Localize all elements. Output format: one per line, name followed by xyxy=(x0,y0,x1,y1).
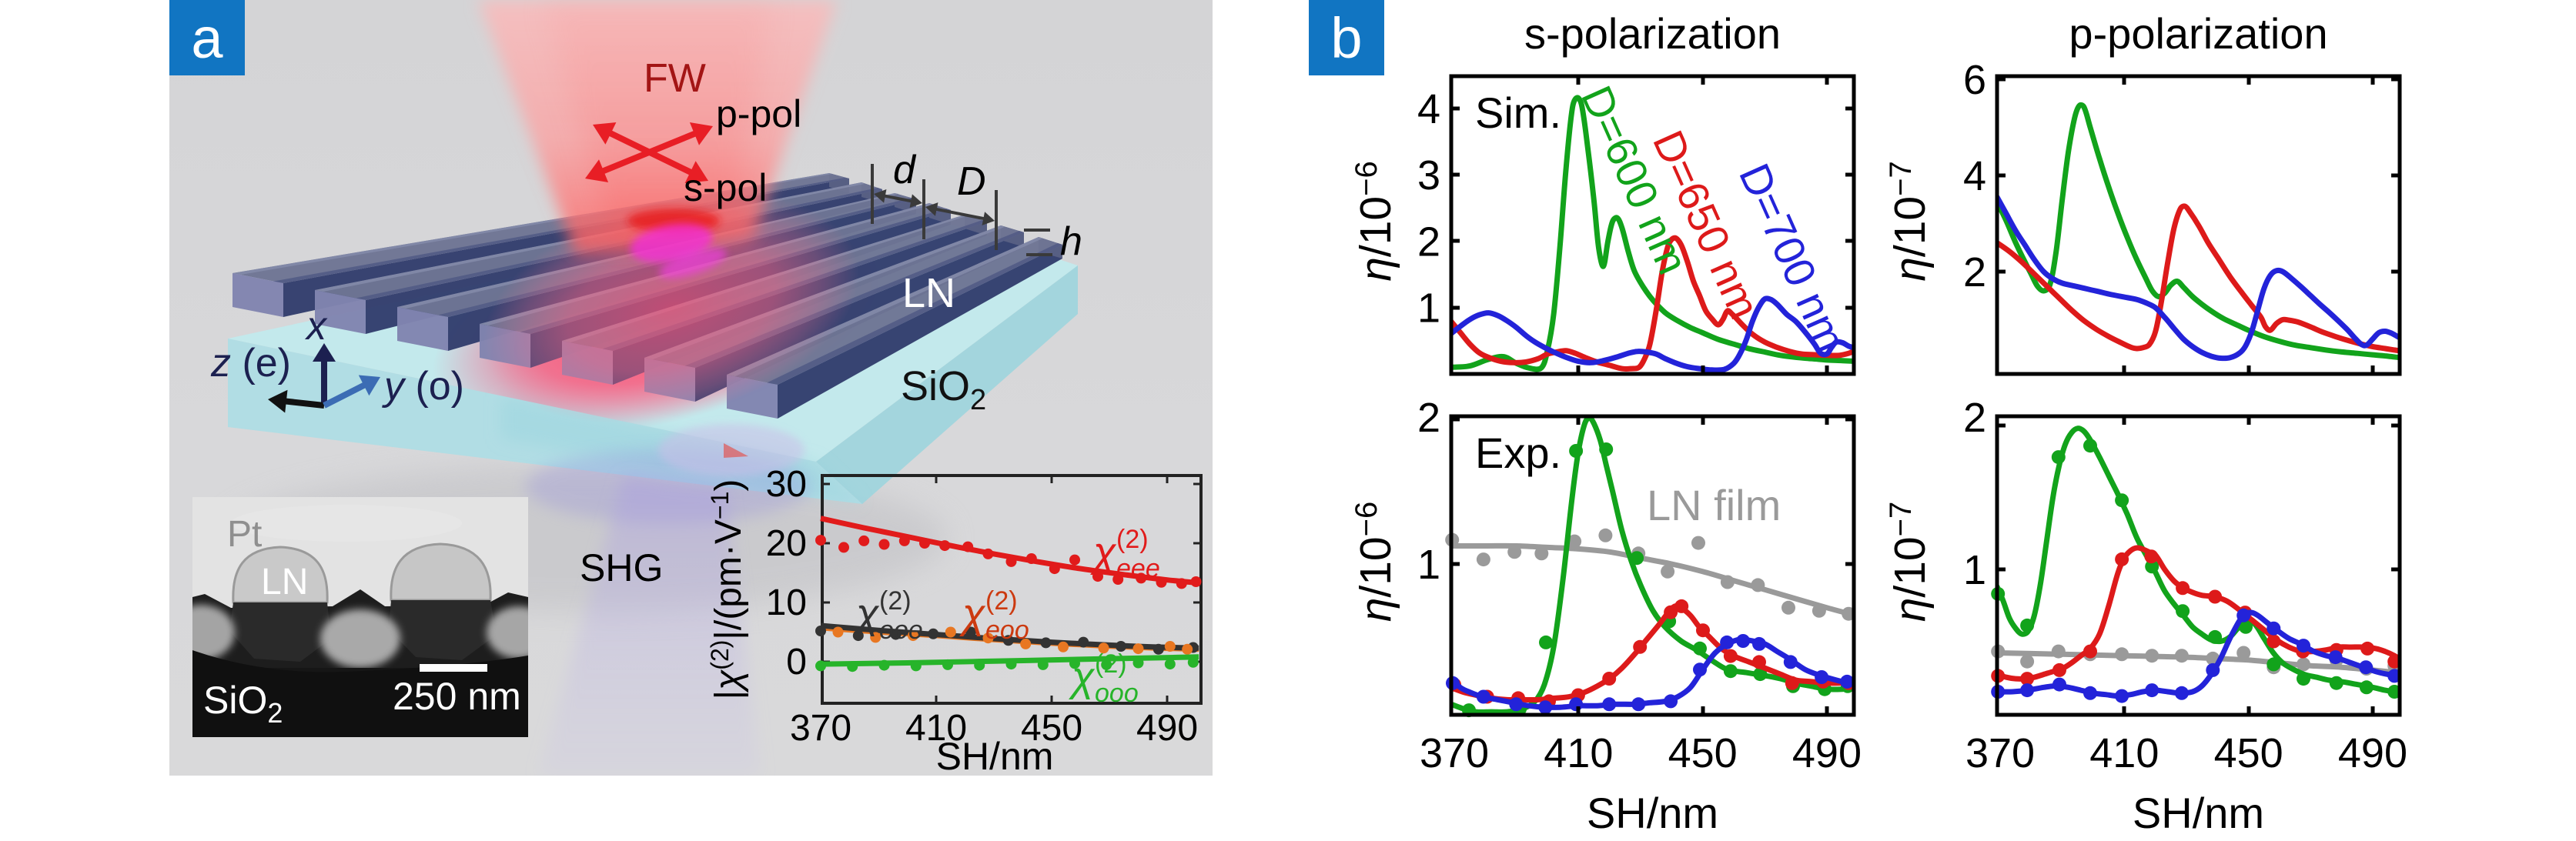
svg-text:410: 410 xyxy=(1544,730,1613,776)
svg-text:χ: χ xyxy=(1069,654,1096,700)
svg-text:Sim.: Sim. xyxy=(1475,88,1561,137)
svg-text:450: 450 xyxy=(2214,730,2283,776)
svg-text:2: 2 xyxy=(1963,395,1986,441)
svg-text:FW: FW xyxy=(644,56,706,101)
svg-text:490: 490 xyxy=(1136,708,1198,749)
svg-text:p-pol: p-pol xyxy=(716,92,801,135)
svg-text:30: 30 xyxy=(766,464,807,505)
svg-text:6: 6 xyxy=(1963,57,1986,103)
svg-text:1: 1 xyxy=(1417,542,1440,588)
svg-text:(2): (2) xyxy=(879,586,912,616)
svg-text:s-pol: s-pol xyxy=(684,166,767,209)
svg-text:η/10−7: η/10−7 xyxy=(1884,161,1935,282)
svg-text:410: 410 xyxy=(2089,730,2159,776)
svg-text:χ: χ xyxy=(853,591,880,637)
svg-text:(2): (2) xyxy=(985,586,1018,616)
svg-text:y (o): y (o) xyxy=(382,364,464,409)
svg-text:eee: eee xyxy=(1116,554,1160,583)
svg-text:η/10−7: η/10−7 xyxy=(1884,502,1935,622)
svg-text:z (e): z (e) xyxy=(210,341,291,385)
svg-text:χ: χ xyxy=(959,591,986,637)
svg-text:Pt: Pt xyxy=(227,514,262,555)
svg-text:D: D xyxy=(957,159,986,204)
svg-text:370: 370 xyxy=(1420,730,1489,776)
svg-text:ooe: ooe xyxy=(879,616,923,645)
svg-text:2: 2 xyxy=(1417,219,1440,265)
svg-text:1: 1 xyxy=(1963,547,1986,593)
svg-text:Exp.: Exp. xyxy=(1475,429,1561,477)
svg-text:(2): (2) xyxy=(1095,649,1127,679)
svg-text:490: 490 xyxy=(2338,730,2407,776)
svg-text:η/10−6: η/10−6 xyxy=(1350,502,1400,622)
svg-text:χ: χ xyxy=(1090,529,1117,576)
svg-text:d: d xyxy=(893,148,917,192)
svg-text:(2): (2) xyxy=(1116,525,1149,554)
svg-text:370: 370 xyxy=(790,708,851,749)
svg-text:SH/nm: SH/nm xyxy=(1587,789,1718,837)
svg-text:SH/nm: SH/nm xyxy=(936,735,1054,778)
svg-text:ooo: ooo xyxy=(1095,679,1139,708)
svg-text:2: 2 xyxy=(1417,395,1440,441)
svg-text:eoo: eoo xyxy=(985,616,1029,645)
svg-text:450: 450 xyxy=(1668,730,1738,776)
svg-text:p-polarization: p-polarization xyxy=(2069,9,2327,58)
svg-text:10: 10 xyxy=(766,582,807,623)
svg-text:1: 1 xyxy=(1417,285,1440,332)
svg-text:h: h xyxy=(1060,219,1082,264)
svg-text:4: 4 xyxy=(1963,153,1986,199)
svg-text:490: 490 xyxy=(1792,730,1862,776)
svg-text:3: 3 xyxy=(1417,152,1440,199)
svg-text:s-polarization: s-polarization xyxy=(1524,9,1781,58)
svg-text:SH/nm: SH/nm xyxy=(2133,789,2264,837)
svg-text:η/10−6: η/10−6 xyxy=(1350,161,1400,282)
svg-text:SiO2: SiO2 xyxy=(901,363,986,416)
svg-text:250 nm: 250 nm xyxy=(393,675,521,718)
svg-text:4: 4 xyxy=(1417,86,1440,132)
svg-text:370: 370 xyxy=(1965,730,2035,776)
svg-text:LN: LN xyxy=(261,562,308,602)
svg-text:0: 0 xyxy=(786,642,807,682)
svg-text:LN film: LN film xyxy=(1647,481,1781,529)
svg-text:2: 2 xyxy=(1963,249,1986,295)
svg-text:410: 410 xyxy=(905,708,967,749)
svg-text:450: 450 xyxy=(1021,708,1082,749)
svg-text:SHG: SHG xyxy=(580,546,663,589)
svg-text:LN: LN xyxy=(902,270,955,316)
svg-text:20: 20 xyxy=(766,523,807,564)
svg-text:x: x xyxy=(304,304,328,349)
